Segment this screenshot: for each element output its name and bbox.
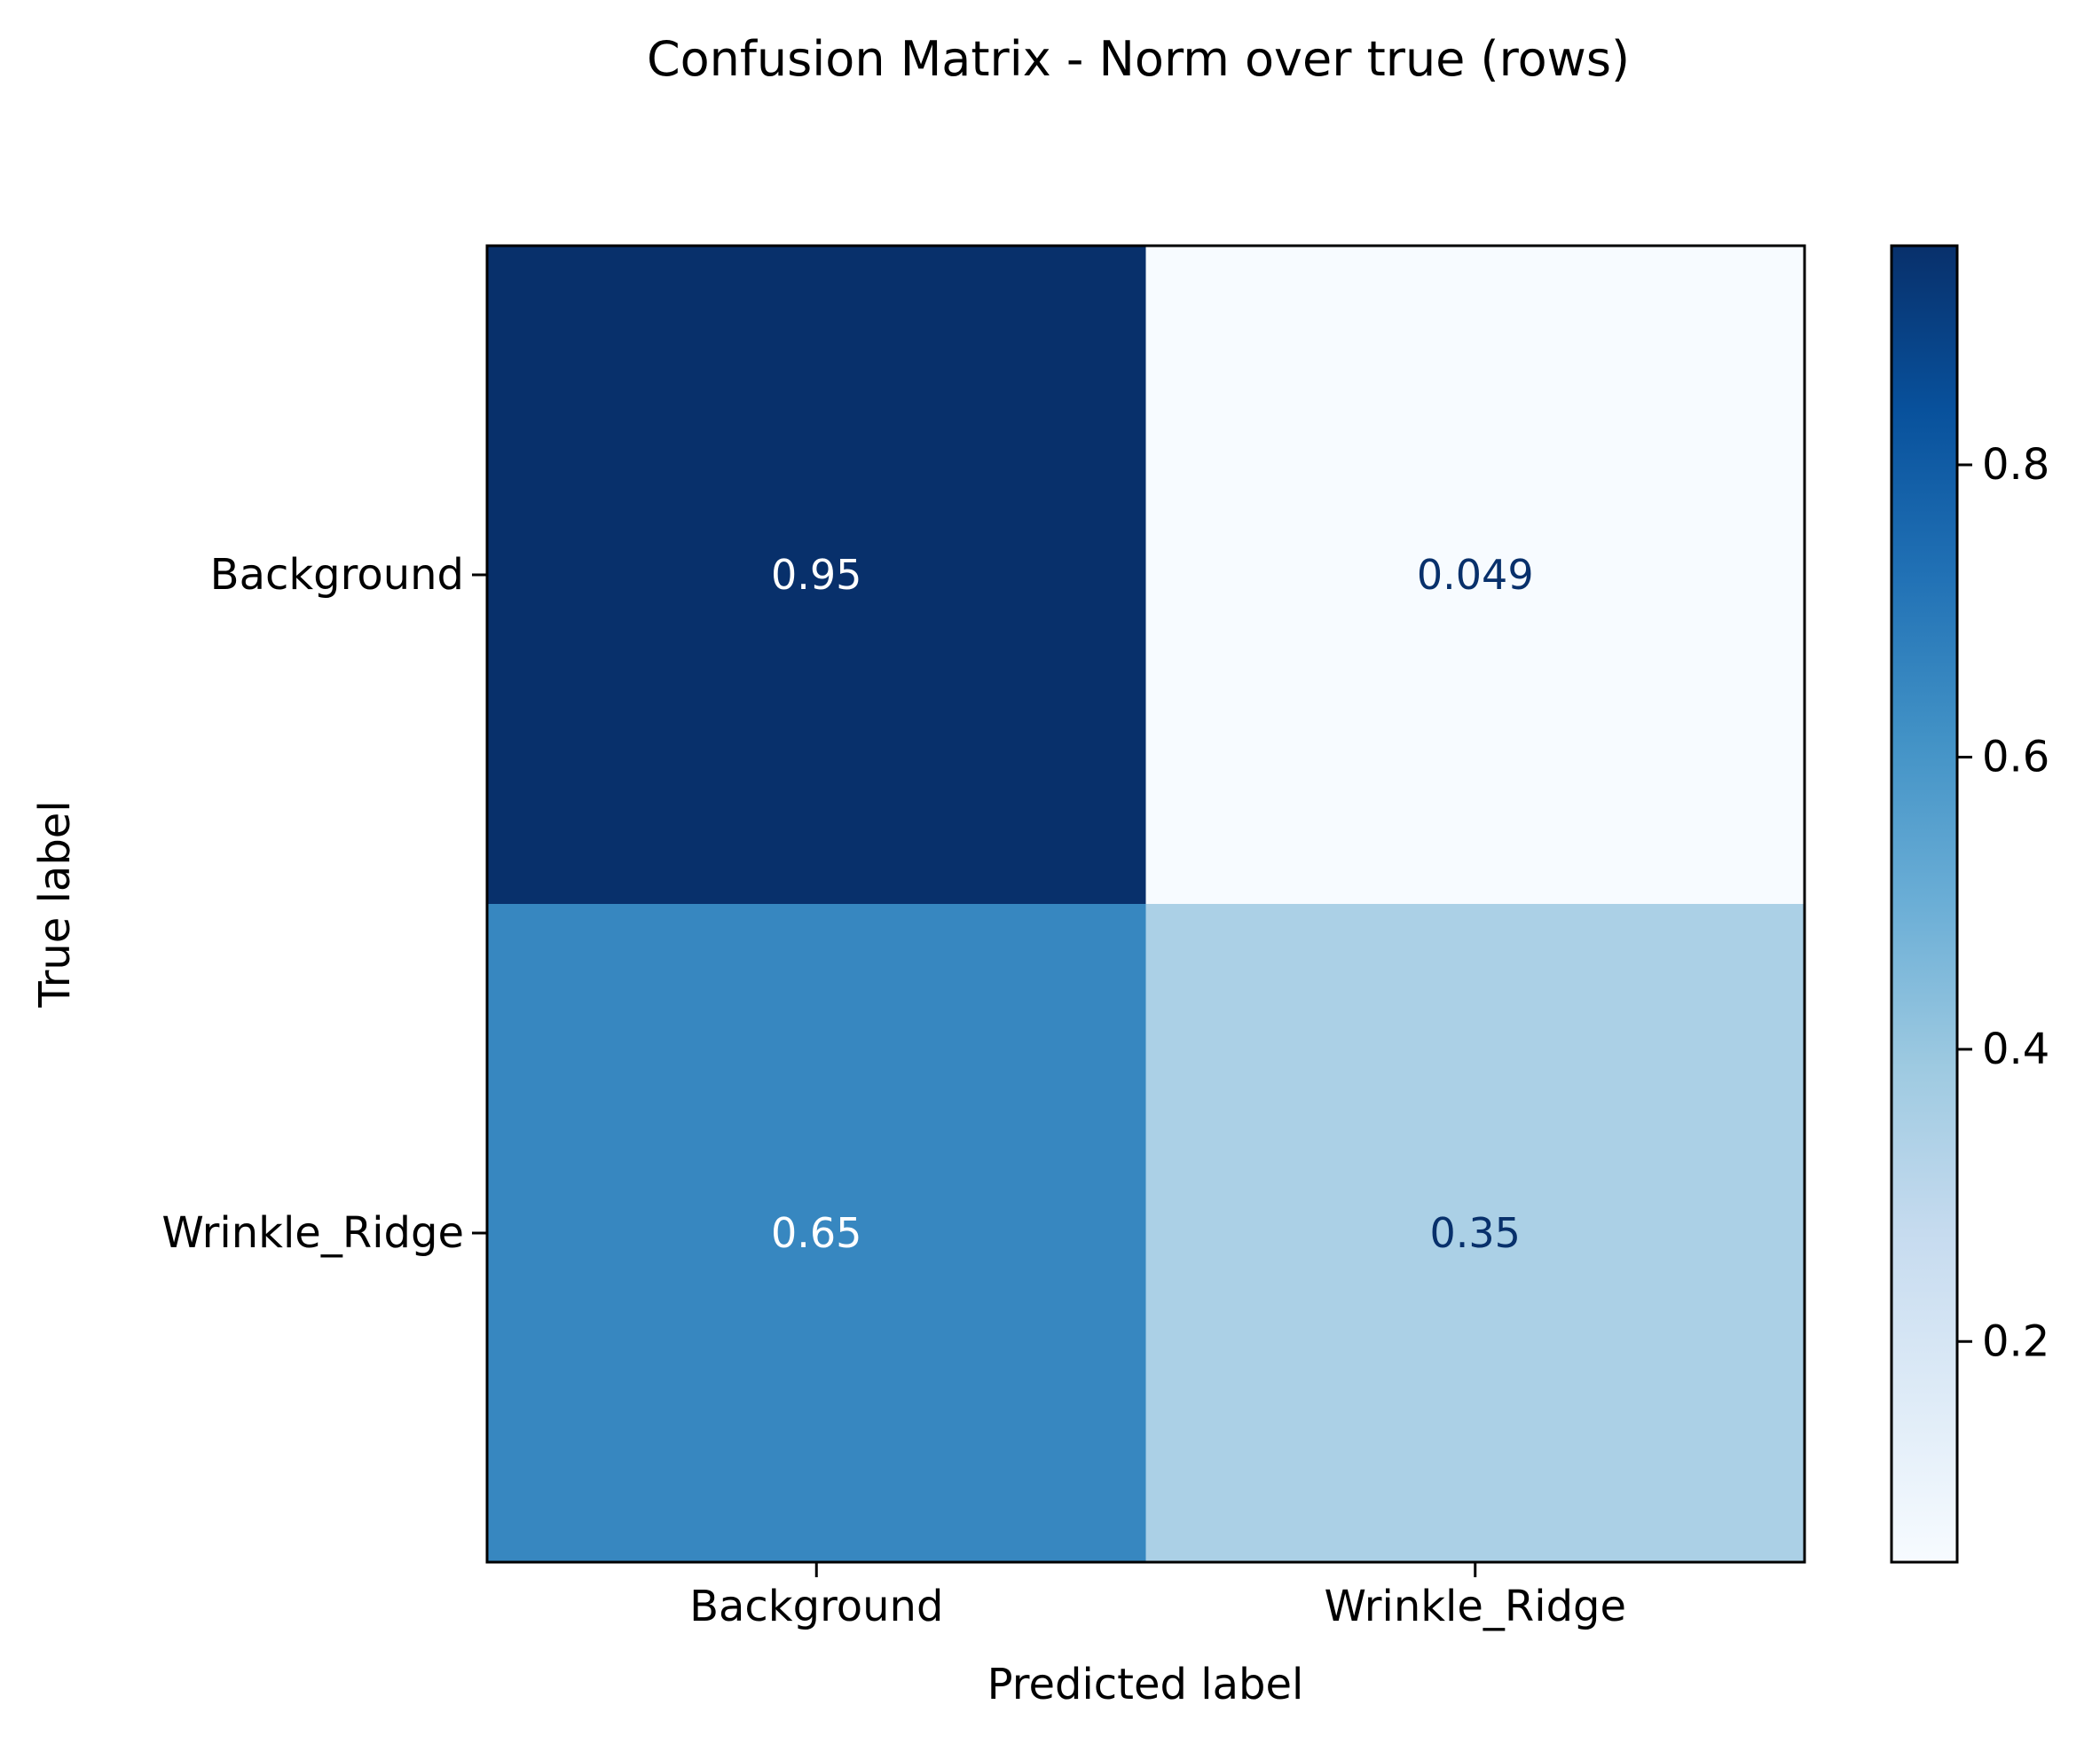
heatmap-cell	[487, 246, 1146, 904]
chart-title: Confusion Matrix - Norm over true (rows)	[647, 31, 1630, 87]
y-tick-label: Background	[210, 550, 464, 600]
y-axis-label: True label	[30, 800, 80, 1008]
colorbar-tick-label: 0.6	[1982, 732, 2049, 782]
y-axis-ticks: Background Wrinkle_Ridge	[161, 550, 487, 1258]
heatmap-cell	[1145, 246, 1805, 904]
colorbar-ticks: 0.2 0.4 0.6 0.8	[1957, 440, 2049, 1366]
heatmap-cell	[1145, 904, 1805, 1562]
cell-value-label: 0.65	[771, 1209, 861, 1257]
x-tick-label: Wrinkle_Ridge	[1324, 1582, 1626, 1631]
cell-value-label: 0.95	[771, 551, 861, 599]
colorbar	[1890, 244, 1959, 1564]
x-axis-ticks: Background Wrinkle_Ridge	[689, 1562, 1626, 1631]
x-axis-label: Predicted label	[987, 1660, 1304, 1709]
colorbar-tick-label: 0.4	[1982, 1025, 2049, 1074]
plot-frame	[485, 244, 1806, 1564]
cell-value-label: 0.049	[1417, 551, 1534, 599]
x-tick-label: Background	[689, 1582, 943, 1631]
heatmap-cell-labels: 0.95 0.049 0.65 0.35	[771, 551, 1534, 1257]
colorbar-tick-label: 0.8	[1982, 440, 2049, 490]
y-tick-label: Wrinkle_Ridge	[161, 1208, 464, 1258]
heatmap-cell	[487, 904, 1146, 1562]
heatmap-cells	[487, 246, 1805, 1562]
colorbar-tick-label: 0.2	[1982, 1316, 2049, 1366]
cell-value-label: 0.35	[1430, 1209, 1521, 1257]
